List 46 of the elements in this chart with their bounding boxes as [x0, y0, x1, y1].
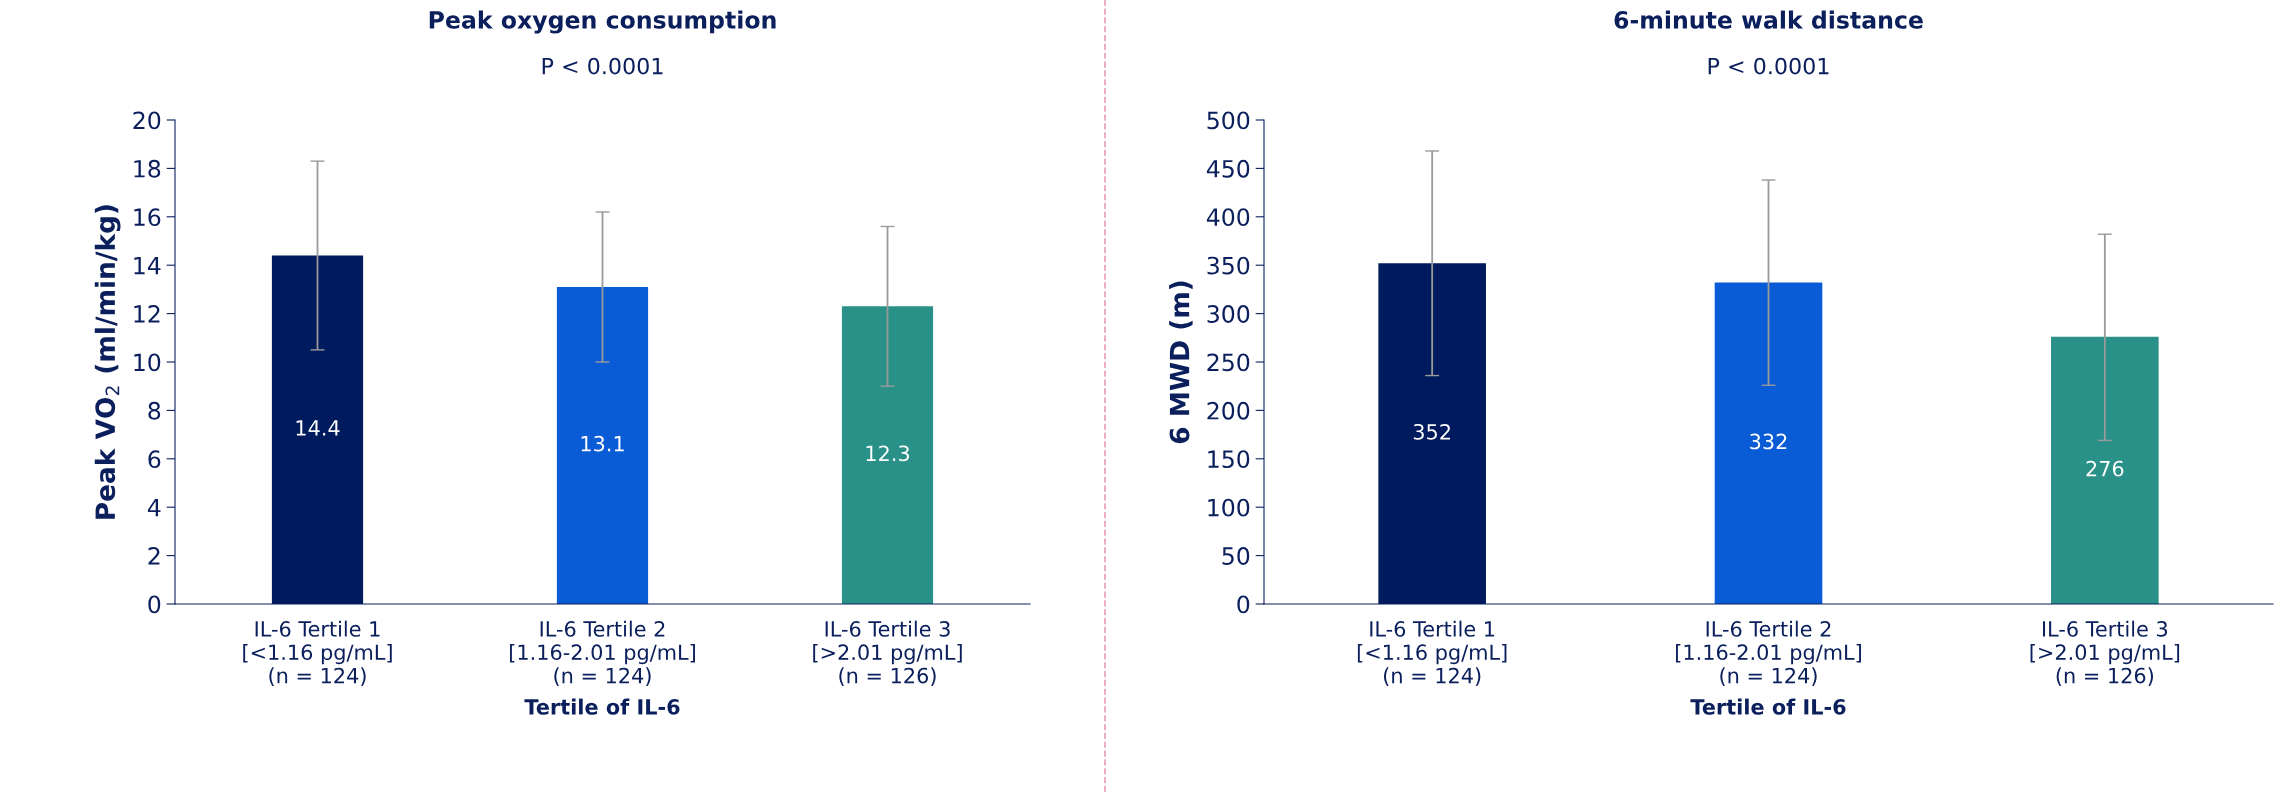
x-tick-label: IL-6 Tertile 2 [1.16-2.01 pg/mL] (n = 124) — [1676, 620, 1861, 686]
data-label: 13.1 — [581, 435, 624, 452]
y-tick-label: 450 — [1206, 159, 1250, 178]
x-axis-title: Tertile of IL-6 — [1690, 698, 1846, 715]
y-tick-label: 20 — [133, 111, 161, 130]
bar — [841, 306, 934, 604]
y-tick-label: 50 — [1222, 547, 1250, 565]
data-label: 332 — [1750, 433, 1787, 450]
y-tick-label: 100 — [1208, 498, 1250, 517]
x-tick-label: IL-6 Tertile 3 [>2.01 pg/mL] (n = 126) — [813, 620, 962, 686]
data-label: 352 — [1413, 423, 1450, 440]
y-tick-label: 350 — [1207, 256, 1250, 275]
y-tick-label: 200 — [1207, 401, 1250, 420]
y-tick-label: 250 — [1207, 353, 1250, 372]
y-tick-label: 18 — [134, 159, 161, 178]
y-tick-label: 10 — [134, 353, 161, 372]
y-tick-label: 12 — [134, 305, 160, 323]
x-tick-label: IL-6 Tertile 1 [<1.16 pg/mL] (n = 124) — [1357, 620, 1507, 686]
chart-title: 6-minute walk distance — [1614, 10, 1923, 29]
data-label: 276 — [2086, 460, 2124, 477]
x-tick-label: IL-6 Tertile 2 [1.16-2.01 pg/mL] (n = 124) — [510, 620, 695, 686]
x-axis-title: Tertile of IL-6 — [524, 698, 680, 715]
chart-subtitle: P < 0.0001 — [542, 57, 663, 75]
bar — [556, 286, 649, 604]
data-label: 14.4 — [296, 420, 340, 436]
y-tick-label: 6 — [148, 450, 161, 469]
y-axis-title: 6 MWD (m) — [1169, 281, 1193, 444]
y-tick-label: 150 — [1208, 450, 1250, 469]
y-tick-label: 0 — [148, 595, 161, 614]
data-label: 12.3 — [866, 445, 910, 462]
bar — [1714, 282, 1823, 604]
y-tick-label: 500 — [1207, 111, 1250, 130]
y-tick-label: 4 — [147, 498, 161, 517]
chart-title: Peak oxygen consumption — [429, 10, 776, 34]
y-tick-label: 0 — [1237, 595, 1250, 614]
y-tick-label: 400 — [1206, 208, 1250, 227]
x-tick-label: IL-6 Tertile 1 [<1.16 pg/mL] (n = 124) — [243, 620, 392, 686]
y-tick-label: 16 — [134, 208, 161, 227]
y-tick-label: 14 — [134, 256, 161, 275]
y-axis-title: Peak VO$_{2}$ (ml/min/kg) — [94, 205, 121, 519]
chart-subtitle: P < 0.0001 — [1708, 57, 1829, 75]
bar — [2051, 336, 2159, 604]
y-tick-label: 300 — [1207, 305, 1250, 323]
y-tick-label: 2 — [148, 547, 160, 565]
y-tick-label: 8 — [148, 401, 161, 420]
x-tick-label: IL-6 Tertile 3 [>2.01 pg/mL] (n = 126) — [2030, 620, 2180, 686]
